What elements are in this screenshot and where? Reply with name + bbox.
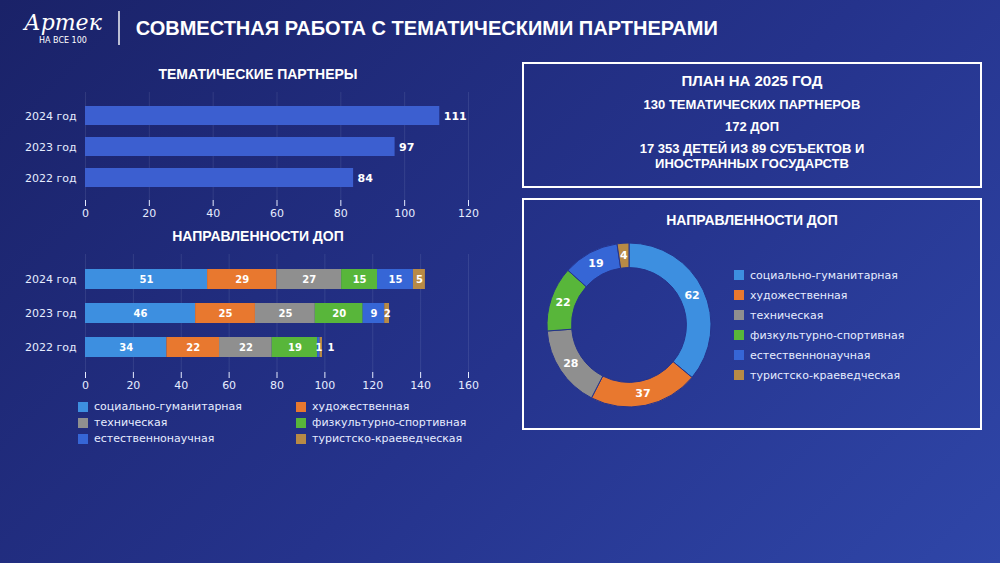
svg-text:40: 40 <box>174 379 188 392</box>
svg-text:100: 100 <box>314 379 335 392</box>
html-text:естественнонаучная: естественнонаучная <box>94 432 215 445</box>
svg-text:40: 40 <box>206 207 220 220</box>
svg-text:111: 111 <box>444 110 467 123</box>
html-text:НА ВСЕ 100: НА ВСЕ 100 <box>38 35 87 45</box>
svg-text:22: 22 <box>186 342 200 353</box>
html-text:туристско-краеведческая: туристско-краеведческая <box>312 432 463 445</box>
svg-text:25: 25 <box>278 308 292 319</box>
svg-text:62: 62 <box>684 289 699 302</box>
svg-text:2024 год: 2024 год <box>25 110 77 123</box>
svg-text:0: 0 <box>82 207 89 220</box>
html-text:СОВМЕСТНАЯ РАБОТА С ТЕМАТИЧЕСК: СОВМЕСТНАЯ РАБОТА С ТЕМАТИЧЕСКИМИ ПАРТНЕ… <box>135 16 718 39</box>
svg-text:28: 28 <box>563 357 578 370</box>
html-text:техническая: техническая <box>94 416 168 429</box>
svg-text:1: 1 <box>327 342 334 353</box>
svg-text:34: 34 <box>119 342 133 353</box>
svg-text:4: 4 <box>620 249 628 262</box>
html-text:ТЕМАТИЧЕСКИЕ ПАРТНЕРЫ: ТЕМАТИЧЕСКИЕ ПАРТНЕРЫ <box>158 66 358 82</box>
svg-text:46: 46 <box>134 308 148 319</box>
svg-text:20: 20 <box>142 207 156 220</box>
svg-text:80: 80 <box>270 379 284 392</box>
html-text:17 353 ДЕТЕЙ ИЗ 89 СУБЪЕКТОВ И: 17 353 ДЕТЕЙ ИЗ 89 СУБЪЕКТОВ И ИНОСТРАНН… <box>639 141 865 171</box>
svg-text:20: 20 <box>126 379 140 392</box>
html-text:Артек: Артек <box>24 9 102 35</box>
svg-text:2024 год: 2024 год <box>25 273 77 286</box>
svg-text:80: 80 <box>334 207 348 220</box>
svg-text:140: 140 <box>410 379 431 392</box>
svg-text:25: 25 <box>219 308 233 319</box>
html-text:физкультурно-спортивная: физкультурно-спортивная <box>750 328 905 342</box>
svg-text:19: 19 <box>288 342 302 353</box>
html-text:ПЛАН НА 2025 ГОД: ПЛАН НА 2025 ГОД <box>681 72 823 89</box>
html-text:художественная: художественная <box>750 288 848 302</box>
svg-text:15: 15 <box>353 274 367 285</box>
html-text:естественнонаучная: естественнонаучная <box>750 348 871 362</box>
svg-text:9: 9 <box>370 308 377 319</box>
svg-text:2023 год: 2023 год <box>25 307 77 320</box>
svg-text:160: 160 <box>458 379 479 392</box>
html-text:социально-гуманитарная: социально-гуманитарная <box>750 268 898 282</box>
html-text:172 ДОП: 172 ДОП <box>725 119 779 134</box>
svg-text:5: 5 <box>416 274 423 285</box>
html-text:НАПРАВЛЕННОСТИ ДОП: НАПРАВЛЕННОСТИ ДОП <box>172 228 344 244</box>
html-text:художественная: художественная <box>312 400 410 413</box>
svg-text:22: 22 <box>239 342 253 353</box>
html-text:130 ТЕМАТИЧЕСКИХ ПАРТНЕРОВ: 130 ТЕМАТИЧЕСКИХ ПАРТНЕРОВ <box>643 97 861 112</box>
svg-text:2022 год: 2022 год <box>25 341 77 354</box>
svg-text:1: 1 <box>315 342 322 353</box>
html-text:физкультурно-спортивная: физкультурно-спортивная <box>312 416 467 429</box>
svg-text:15: 15 <box>389 274 403 285</box>
svg-text:2: 2 <box>384 308 391 319</box>
svg-text:27: 27 <box>302 274 316 285</box>
svg-text:29: 29 <box>235 274 249 285</box>
svg-text:2023 год: 2023 год <box>25 141 77 154</box>
svg-text:22: 22 <box>555 296 570 309</box>
svg-text:20: 20 <box>332 308 346 319</box>
html-text:техническая: техническая <box>750 308 824 322</box>
html-text:НАПРАВЛЕННОСТИ ДОП: НАПРАВЛЕННОСТИ ДОП <box>666 212 838 228</box>
svg-text:51: 51 <box>140 274 154 285</box>
html-text:туристско-краеведческая: туристско-краеведческая <box>750 368 901 382</box>
svg-text:97: 97 <box>399 141 414 154</box>
svg-text:37: 37 <box>635 387 650 400</box>
svg-text:2022 год: 2022 год <box>25 172 77 185</box>
svg-text:60: 60 <box>270 207 284 220</box>
svg-text:100: 100 <box>394 207 415 220</box>
svg-text:0: 0 <box>82 379 89 392</box>
svg-text:120: 120 <box>458 207 479 220</box>
html-text:социально-гуманитарная: социально-гуманитарная <box>94 400 242 413</box>
svg-text:84: 84 <box>358 172 374 185</box>
svg-text:120: 120 <box>362 379 383 392</box>
svg-text:60: 60 <box>222 379 236 392</box>
svg-text:19: 19 <box>588 257 603 270</box>
